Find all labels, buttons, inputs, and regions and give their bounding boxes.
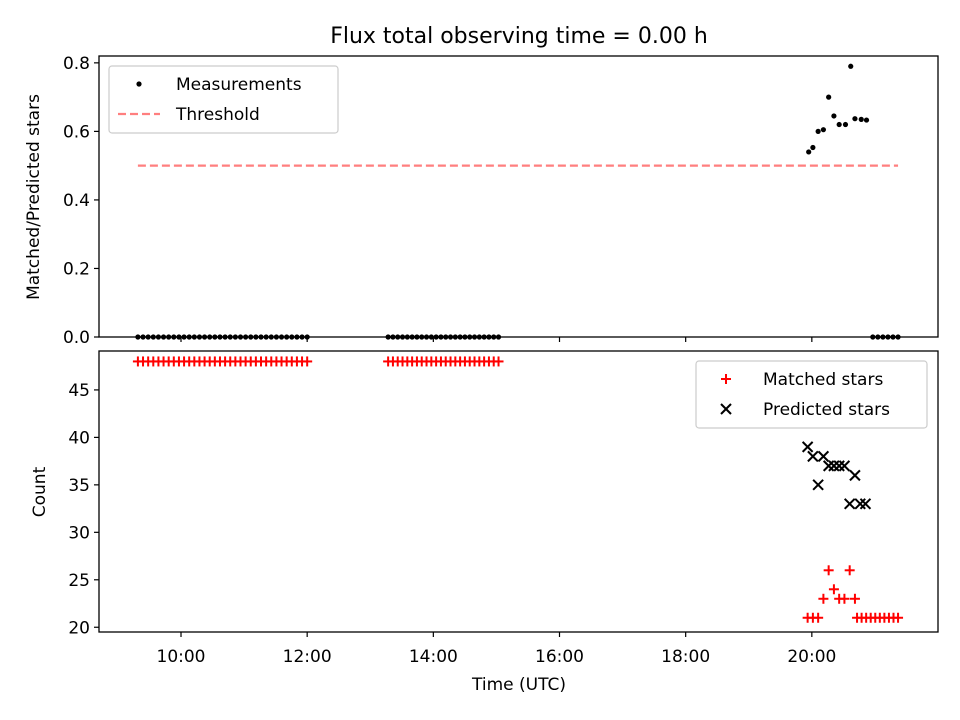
top-legend: Measurements Threshold <box>108 65 339 134</box>
predicted-star-mark-b <box>859 498 872 510</box>
predicted-star-mark-b <box>801 441 814 453</box>
measurement-point <box>806 149 812 155</box>
bottom-legend-box <box>695 360 928 429</box>
predicted-star-mark-b <box>812 479 824 491</box>
bottom-plot-frame <box>98 350 939 633</box>
measurement-point <box>836 121 842 128</box>
x-tick-label: 16:00 <box>535 647 584 667</box>
matched-star-point <box>828 584 839 595</box>
predicted-star-mark-b <box>849 469 861 482</box>
legend-measurements-marker <box>136 81 142 87</box>
matched-star-point <box>493 356 504 367</box>
predicted-star-mark-b <box>843 498 856 510</box>
legend-label: Measurements <box>176 75 302 95</box>
top-y-tick-label: 0.0 <box>63 328 90 348</box>
predicted-star-point <box>849 469 861 482</box>
top-y-tick-label: 0.2 <box>63 259 90 279</box>
predicted-star-point <box>801 441 814 453</box>
bottom-y-tick-label: 20 <box>68 618 90 638</box>
predicted-star-mark-b <box>807 450 819 463</box>
bottom-y-tick-label: 30 <box>68 523 90 543</box>
matched-star-point <box>849 593 860 604</box>
top-y-tick-label: 0.8 <box>63 54 90 74</box>
bottom-y-tick-label: 25 <box>68 571 90 591</box>
bottom-y-tick-label: 35 <box>68 476 90 496</box>
matched-star-point <box>818 593 829 604</box>
measurement-point <box>842 121 849 128</box>
matched-star-point <box>813 612 824 623</box>
predicted-star-point <box>859 498 872 510</box>
x-axis-label: Time (UTC) <box>471 675 566 695</box>
legend-predicted-marker-b <box>720 403 732 415</box>
top-y-axis-label: Matched/Predicted stars <box>24 94 44 300</box>
x-tick-label: 10:00 <box>157 647 206 667</box>
predicted-star-point <box>807 450 819 463</box>
measurement-point <box>810 144 816 151</box>
legend-label: Matched stars <box>763 370 883 390</box>
chart-title: Flux total observing time = 0.00 h <box>330 24 708 49</box>
matched-star-point <box>302 356 313 367</box>
measurement-point <box>826 94 832 100</box>
legend-label: Predicted stars <box>763 400 890 420</box>
predicted-star-point <box>838 460 851 472</box>
x-tick-label: 18:00 <box>661 647 710 667</box>
top-y-tick-label: 0.4 <box>63 191 90 211</box>
bottom-y-tick-label: 40 <box>68 428 90 448</box>
measurement-point <box>863 117 870 123</box>
measurement-point <box>815 128 821 134</box>
top-legend-box <box>108 65 339 134</box>
predicted-star-point <box>817 450 830 463</box>
predicted-star-mark-b <box>817 450 830 463</box>
bottom-panel: 10:00 12:00 14:00 16:00 18:00 20:00 20 25 30 35 40… <box>68 350 939 667</box>
predicted-star-mark-b <box>838 460 851 472</box>
bottom-y-axis-label: Count <box>30 466 50 517</box>
x-tick-label: 14:00 <box>409 647 458 667</box>
matched-star-point <box>839 593 850 604</box>
top-panel: 0.0 0.2 0.4 0.6 0.8 Measurements Threshold <box>63 54 939 348</box>
x-tick-label: 12:00 <box>283 647 332 667</box>
top-plot-frame <box>98 55 939 338</box>
measurement-point <box>831 113 837 119</box>
predicted-star-point <box>843 498 856 510</box>
matched-star-point <box>823 565 834 576</box>
predicted-star-point <box>812 479 824 491</box>
measurement-point <box>852 116 858 122</box>
legend-label: Threshold <box>175 105 260 125</box>
measurement-point <box>848 63 854 69</box>
measurement-point <box>820 127 826 133</box>
measurement-point <box>858 116 864 122</box>
top-y-tick-label: 0.6 <box>63 122 90 142</box>
bottom-y-tick-label: 45 <box>68 381 90 401</box>
matched-star-point <box>893 612 904 623</box>
matched-star-point <box>844 565 855 576</box>
bottom-legend: Matched stars Predicted stars <box>695 360 928 429</box>
x-tick-label: 20:00 <box>787 647 836 667</box>
